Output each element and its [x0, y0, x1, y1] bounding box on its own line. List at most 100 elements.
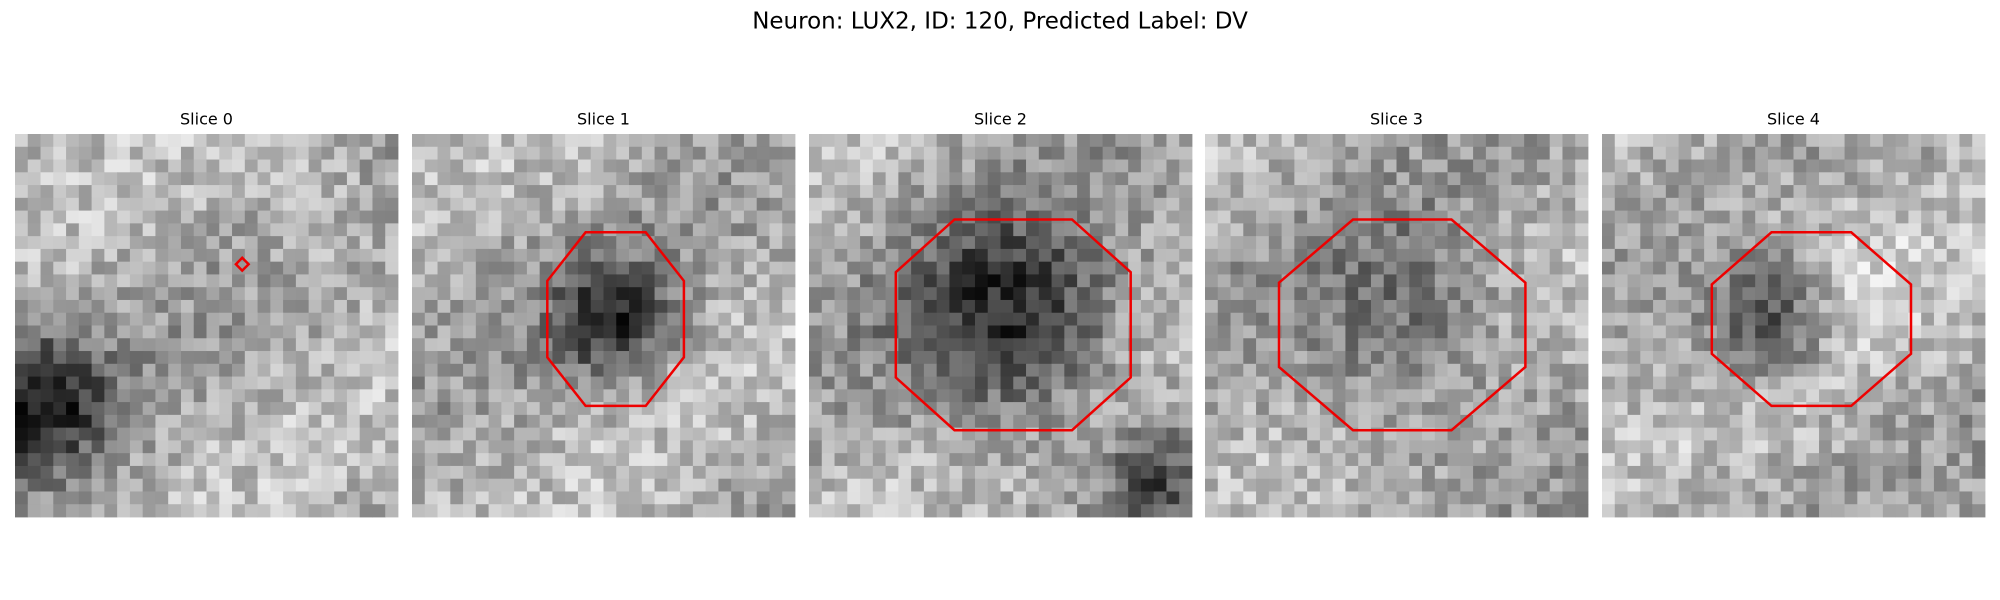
pixel: [1780, 504, 1794, 518]
pixel: [1729, 299, 1743, 314]
pixel: [667, 248, 681, 263]
pixel: [257, 210, 271, 224]
pixel: [1602, 185, 1616, 199]
pixel: [1716, 236, 1731, 250]
pixel: [270, 299, 284, 314]
pixel: [514, 248, 528, 263]
pixel: [1358, 453, 1372, 467]
pixel: [1665, 325, 1679, 339]
pixel: [1972, 287, 1986, 301]
pixel: [834, 146, 848, 160]
pixel: [1115, 299, 1129, 314]
pixel: [1243, 465, 1257, 480]
pixel: [1780, 210, 1794, 224]
pixel: [1562, 414, 1576, 429]
pixel: [1064, 287, 1078, 301]
pixel: [1614, 478, 1628, 492]
pixel: [654, 146, 668, 160]
pixel: [603, 236, 617, 250]
pixel: [1102, 465, 1116, 480]
pixel: [1959, 338, 1973, 352]
pixel: [705, 465, 719, 480]
pixel: [1243, 325, 1257, 339]
pixel: [526, 274, 541, 288]
pixel: [1383, 248, 1397, 263]
pixel: [1281, 504, 1295, 518]
pixel: [78, 504, 92, 518]
pixel: [1678, 274, 1692, 288]
pixel: [27, 261, 41, 275]
pixel: [244, 478, 258, 492]
pixel: [1307, 159, 1321, 173]
pixel: [1077, 287, 1091, 301]
pixel: [1895, 465, 1909, 480]
pixel: [667, 465, 681, 480]
pixel: [705, 134, 719, 148]
pixel: [1140, 159, 1155, 173]
pixel: [1780, 236, 1794, 250]
pixel: [1742, 210, 1756, 224]
pixel: [1064, 312, 1078, 326]
pixel: [1549, 172, 1563, 186]
pixel: [1409, 146, 1423, 160]
pixel: [782, 491, 796, 505]
pixel: [1115, 312, 1129, 326]
pixel: [1704, 504, 1718, 518]
pixel: [1972, 325, 1986, 339]
pixel: [1742, 312, 1756, 326]
pixel: [809, 274, 823, 288]
pixel: [1307, 287, 1321, 301]
pixel: [603, 351, 617, 365]
pixel: [1332, 312, 1346, 326]
pixel: [372, 236, 386, 250]
pixel: [949, 478, 963, 492]
pixel: [1614, 504, 1628, 518]
pixel: [1536, 465, 1551, 480]
pixel: [475, 389, 489, 403]
pixel: [1332, 351, 1346, 365]
pixel: [705, 427, 719, 441]
pixel: [809, 478, 823, 492]
pixel: [1064, 159, 1078, 173]
pixel: [40, 363, 54, 377]
pixel: [372, 134, 386, 148]
pixel: [1882, 287, 1897, 301]
pixel: [1678, 287, 1692, 301]
pixel: [1332, 491, 1346, 505]
pixel: [1140, 185, 1155, 199]
pixel: [1819, 248, 1833, 263]
pixel: [15, 172, 29, 186]
pixel: [1409, 363, 1423, 377]
pixel: [692, 504, 707, 518]
pixel: [437, 274, 451, 288]
pixel: [1051, 414, 1065, 429]
pixel: [1409, 197, 1423, 211]
pixel: [168, 287, 182, 301]
pixel: [1307, 325, 1321, 339]
pixel: [1498, 504, 1512, 518]
pixel: [1485, 427, 1500, 441]
pixel: [1434, 376, 1448, 390]
pixel: [463, 146, 477, 160]
pixel: [66, 363, 80, 377]
pixel: [1370, 338, 1385, 352]
pixel: [1921, 172, 1935, 186]
pixel: [1128, 491, 1142, 505]
pixel: [488, 248, 502, 263]
pixel: [1819, 389, 1833, 403]
pixel: [40, 402, 54, 416]
pixel: [654, 427, 668, 441]
pixel: [437, 172, 451, 186]
pixel: [667, 338, 681, 352]
pixel: [1933, 223, 1948, 237]
pixel: [1498, 427, 1512, 441]
pixel: [1217, 287, 1231, 301]
pixel: [1422, 465, 1436, 480]
pixel: [244, 465, 258, 480]
pixel: [1665, 453, 1679, 467]
pixel: [91, 465, 105, 480]
pixel: [1755, 274, 1769, 288]
pixel: [1511, 261, 1525, 275]
pixel: [1602, 491, 1616, 505]
pixel: [1562, 363, 1576, 377]
